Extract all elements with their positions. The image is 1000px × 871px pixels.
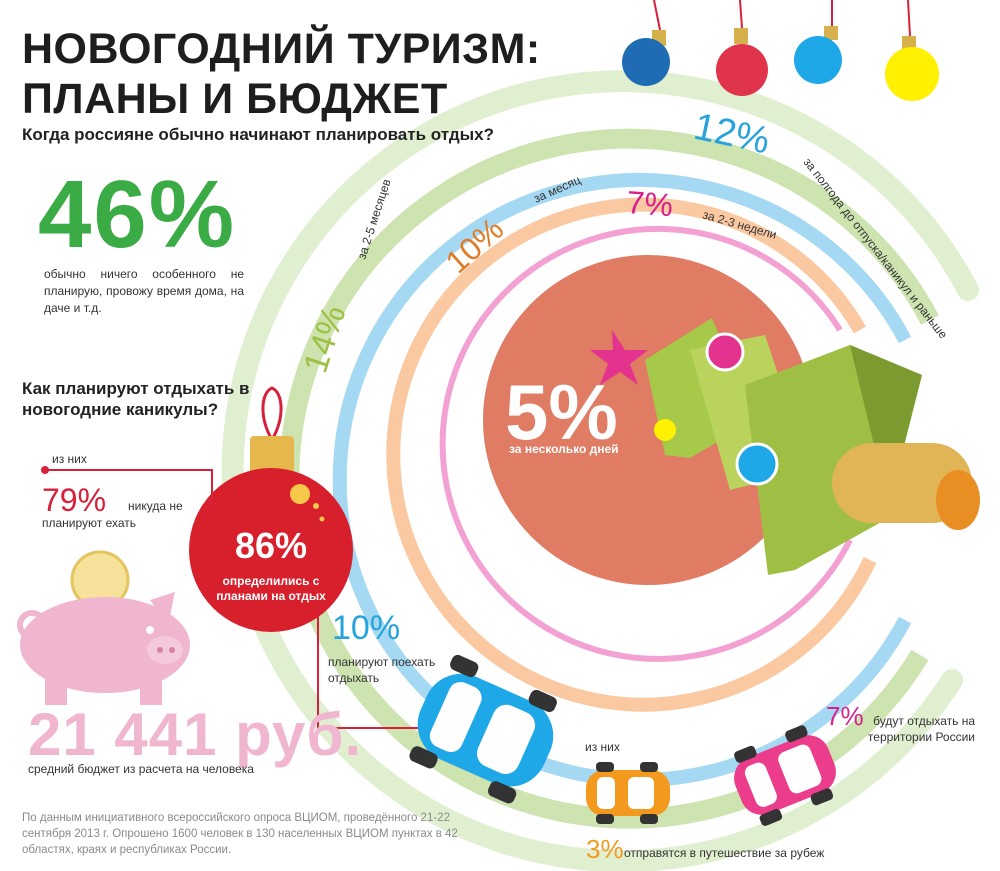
russia-value: 7% <box>826 701 864 731</box>
page-title: НОВОГОДНИЙ ТУРИЗМ: ПЛАНЫ И БЮДЖЕТ <box>22 24 541 124</box>
travel-value: 10% <box>332 609 401 647</box>
ornament-86-percent <box>189 386 353 632</box>
ring-14-percent <box>332 173 912 787</box>
budget-value: 21 441 руб. <box>28 701 363 768</box>
ring-10-percent <box>386 197 877 712</box>
ring-7-value: 7% <box>626 184 675 223</box>
travel-text: планируют поехать отдыхать <box>328 655 436 685</box>
ring-7-percent <box>439 225 853 662</box>
holidays-question: Как планируют отдыхать в новогодние кани… <box>22 379 250 419</box>
no-plans-value: 46% <box>38 161 237 268</box>
abroad-value: 3% <box>586 834 624 864</box>
of-them-label-1: из них <box>52 452 87 466</box>
russia-text: будут отдыхать на территории России <box>867 714 975 744</box>
no-plans-text: обычно ничего особенного не планирую, пр… <box>44 267 244 315</box>
outer-green-arc <box>221 70 979 871</box>
stay-home-text-a: никуда не <box>128 499 183 513</box>
piggy-bank-icon <box>17 550 190 705</box>
ornaments-top <box>622 0 939 101</box>
page-title-line-1: НОВОГОДНИЙ ТУРИЗМ: <box>22 25 541 73</box>
of-them-label-2: из них <box>585 740 620 754</box>
decided-text: определились с планами на отдых <box>216 574 326 603</box>
ring-5-value: 5% <box>505 368 618 456</box>
connector-lines <box>41 466 420 729</box>
source-note: По данным инициативного всероссийского о… <box>22 812 458 856</box>
ring-14-value: 14% <box>296 301 353 377</box>
budget-text: средний бюджет из расчета на человека <box>28 762 254 776</box>
orange-car-icon <box>586 762 670 824</box>
page-title-line-2: ПЛАНЫ И БЮДЖЕТ <box>22 75 448 123</box>
stay-home-text-b: планируют ехать <box>42 516 137 530</box>
stay-home-value: 79% <box>42 482 107 518</box>
pink-car-icon <box>734 725 836 826</box>
decided-value: 86% <box>234 525 308 566</box>
christmas-tree-icon <box>590 318 980 575</box>
blue-car-icon <box>409 654 557 804</box>
abroad-text: отправятся в путешествие за рубеж <box>624 846 825 860</box>
planning-question: Когда россияне обычно начинают планирова… <box>22 125 494 144</box>
ring-5-label: за несколько дней <box>509 442 619 456</box>
